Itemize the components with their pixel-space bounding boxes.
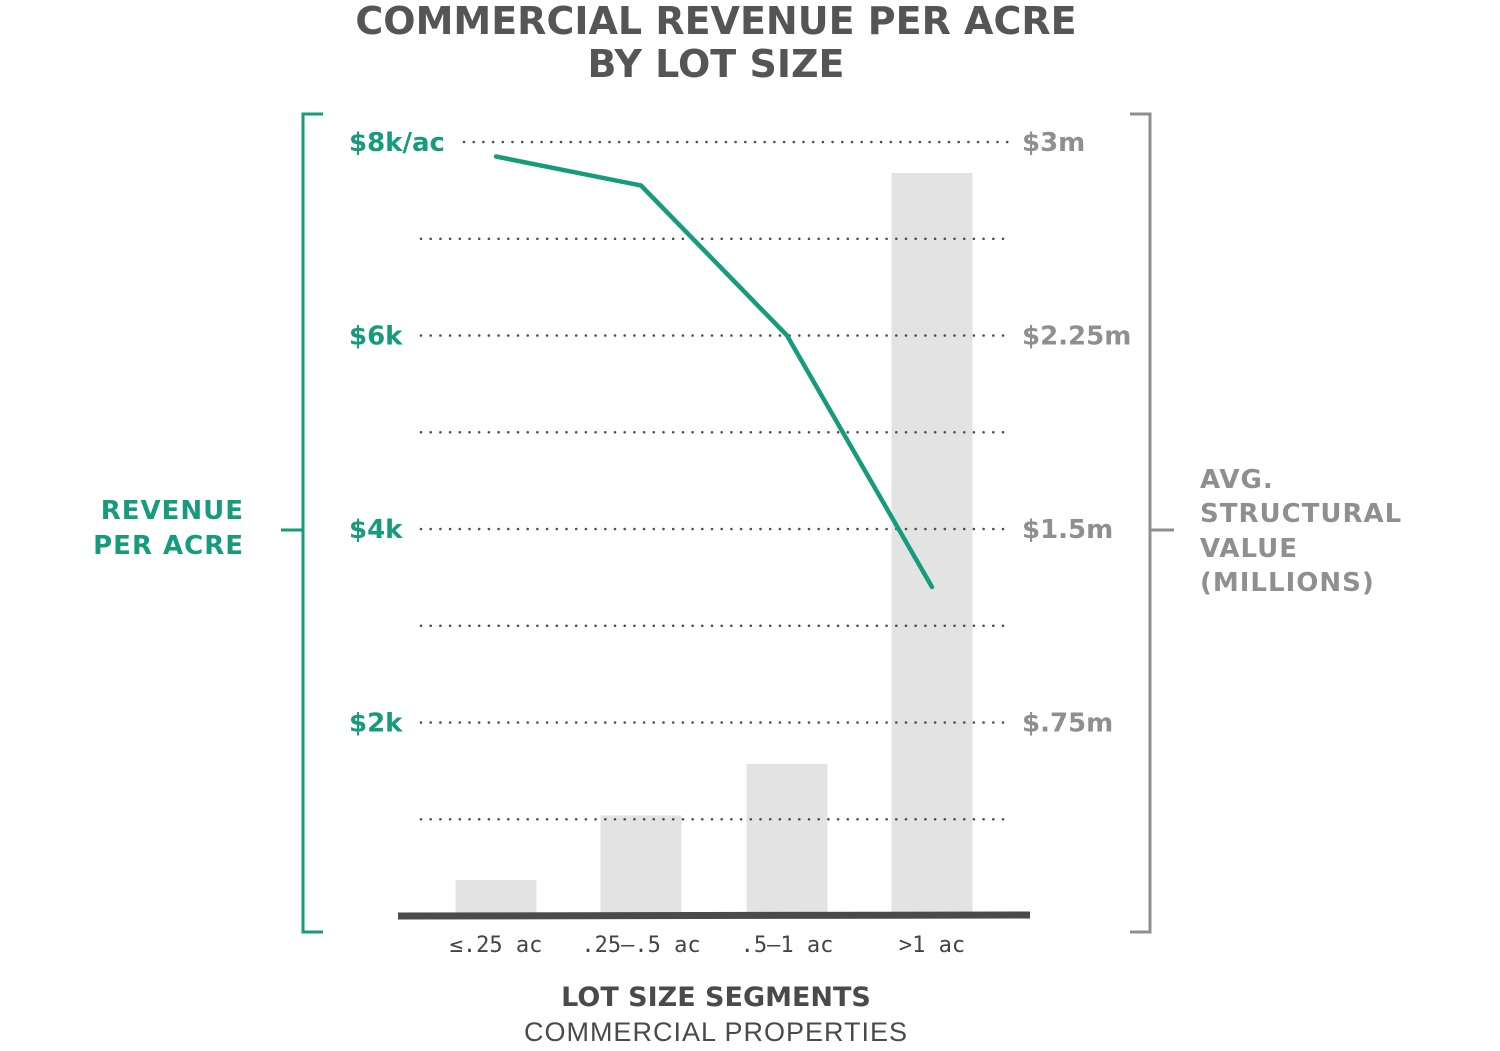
- bars-group: [455, 172, 973, 916]
- left-axis-bracket: [281, 112, 323, 934]
- right-axis-label-line-4: (MILLIONS): [1200, 568, 1375, 598]
- bar-3: [746, 763, 828, 916]
- category-label-1: ≤.25 ac: [450, 933, 543, 958]
- x-axis-baseline: [397, 911, 1031, 920]
- category-label-3: .5–1 ac: [741, 933, 834, 958]
- right-tick-label-3: $1.5m: [1022, 515, 1113, 545]
- right-tick-label-4: $.75m: [1022, 709, 1113, 739]
- line-series-group: [493, 154, 935, 590]
- category-label-2: .25–.5 ac: [581, 933, 700, 958]
- gridlines-group: [419, 140, 1010, 821]
- bar-4: [891, 172, 973, 916]
- left-tick-label-1: $8k/ac: [349, 128, 445, 158]
- chart-title-line-1: COMMERCIAL REVENUE PER ACRE: [355, 0, 1076, 43]
- left-axis-label-line-2: PER ACRE: [93, 531, 244, 561]
- x-axis-subtitle: COMMERCIAL PROPERTIES: [524, 1017, 908, 1047]
- left-tick-label-4: $2k: [349, 709, 403, 739]
- right-tick-label-2: $2.25m: [1022, 322, 1131, 352]
- right-axis-ticks: $3m $2.25m $1.5m $.75m: [1022, 128, 1131, 739]
- right-axis-bracket: [1130, 112, 1174, 934]
- right-axis-label-line-1: AVG.: [1200, 465, 1274, 495]
- category-label-4: >1 ac: [899, 933, 965, 958]
- right-axis-label-line-2: STRUCTURAL: [1200, 499, 1402, 529]
- left-axis-ticks: $8k/ac $6k $4k $2k: [349, 128, 445, 739]
- left-axis-label-line-1: REVENUE: [101, 496, 244, 526]
- revenue-per-acre-line: [493, 154, 935, 590]
- right-axis-label-line-3: VALUE: [1200, 534, 1298, 564]
- left-tick-label-2: $6k: [349, 322, 403, 352]
- chart-title-line-2: BY LOT SIZE: [588, 42, 845, 86]
- x-axis-title: LOT SIZE SEGMENTS: [561, 982, 871, 1013]
- bar-2: [600, 815, 682, 916]
- right-tick-label-1: $3m: [1022, 128, 1085, 158]
- left-tick-label-3: $4k: [349, 515, 403, 545]
- bar-1: [455, 879, 537, 916]
- category-labels: ≤.25 ac .25–.5 ac .5–1 ac >1 ac: [450, 933, 965, 958]
